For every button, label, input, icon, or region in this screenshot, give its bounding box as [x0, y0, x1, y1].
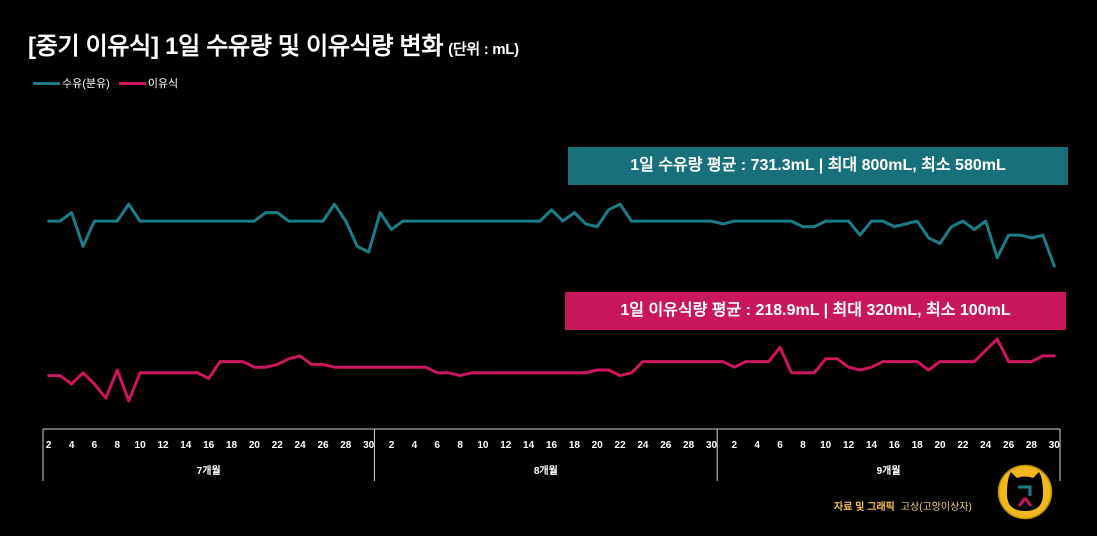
x-tick-label: 14 — [523, 440, 535, 451]
chart-title: [중기 이유식] 1일 수유량 및 이유식량 변화 (단위 : mL) — [28, 26, 519, 61]
x-tick-label: 8 — [800, 440, 806, 451]
x-group-label: 9개월 — [877, 464, 901, 477]
x-tick-label: 12 — [843, 440, 855, 451]
credit-author: 고상(고앙이상자) — [900, 502, 972, 513]
legend-swatch-baby-food — [118, 81, 146, 85]
x-group-label: 8개월 — [534, 464, 558, 477]
logo-cat-face — [1007, 472, 1043, 511]
logo-glyph-pink — [1017, 497, 1033, 507]
x-tick-label: 8 — [115, 440, 121, 451]
x-tick-label: 2 — [732, 440, 738, 451]
x-tick-label: 16 — [203, 440, 215, 451]
x-tick-label: 20 — [934, 440, 946, 451]
x-tick-label: 12 — [500, 440, 512, 451]
x-tick-label: 6 — [777, 440, 783, 451]
x-tick-label: 4 — [754, 440, 760, 451]
x-tick-label: 22 — [615, 440, 627, 451]
x-tick-label: 16 — [889, 440, 901, 451]
baby-food-series-line — [47, 337, 1056, 403]
x-tick-label: 24 — [295, 440, 307, 451]
x-tick-label: 10 — [135, 440, 147, 451]
x-tick-label: 14 — [180, 440, 192, 451]
author-logo-icon — [997, 464, 1053, 520]
formula-summary-box: 1일 수유량 평균 : 731.3mL | 최대 800mL, 최소 580mL — [568, 147, 1068, 185]
legend-item-formula: 수유(분유) — [33, 75, 110, 91]
legend-label-baby-food: 이유식 — [147, 78, 179, 90]
legend-swatch-formula — [33, 81, 60, 85]
x-tick-label: 26 — [660, 440, 672, 451]
x-tick-label: 26 — [1003, 440, 1015, 451]
x-tick-label: 18 — [226, 440, 238, 451]
chart-title-text: [중기 이유식] 1일 수유량 및 이유식량 변화 — [28, 33, 444, 60]
x-tick-label: 30 — [706, 440, 718, 451]
formula-series-line — [47, 202, 1056, 268]
x-tick-labels: 2 4 6 8 10 12 14 16 18 20 22 24 26 28 30 2 4 6 8 10 12 14 16 18… — [46, 440, 1060, 451]
x-tick-label: 14 — [866, 440, 878, 451]
x-tick-label: 20 — [249, 440, 261, 451]
logo-glyph-teal — [1018, 485, 1032, 496]
x-tick-label: 18 — [569, 440, 581, 451]
unit-note: (단위 : mL) — [448, 41, 519, 58]
series-lines — [47, 202, 1056, 403]
x-tick-label: 8 — [457, 440, 463, 451]
baby-food-summary-box: 1일 이유식량 평균 : 218.9mL | 최대 320mL, 최소 100m… — [565, 292, 1066, 330]
x-tick-label: 24 — [637, 440, 649, 451]
x-tick-label: 22 — [957, 440, 969, 451]
x-tick-label: 26 — [317, 440, 329, 451]
x-tick-label: 10 — [820, 440, 832, 451]
x-tick-label: 28 — [1026, 440, 1038, 451]
x-tick-label: 18 — [912, 440, 924, 451]
x-tick-label: 4 — [412, 440, 418, 451]
x-tick-label: 2 — [46, 440, 52, 451]
x-group-separators — [42, 429, 1061, 481]
x-tick-label: 30 — [363, 440, 375, 451]
x-tick-label: 12 — [157, 440, 169, 451]
x-tick-label: 2 — [389, 440, 395, 451]
x-tick-label: 30 — [1049, 440, 1061, 451]
legend: 수유(분유) 이유식 — [33, 75, 187, 91]
x-tick-label: 20 — [592, 440, 604, 451]
x-tick-label: 16 — [546, 440, 558, 451]
x-tick-label: 6 — [434, 440, 440, 451]
credit: 자료 및 그래픽 고상(고앙이상자) — [834, 498, 972, 513]
x-group-label: 7개월 — [197, 464, 221, 477]
x-group-labels: 7개월 8개월 9개월 — [197, 464, 901, 477]
legend-label-formula: 수유(분유) — [62, 78, 110, 90]
x-tick-label: 4 — [69, 440, 75, 451]
x-tick-label: 10 — [477, 440, 489, 451]
x-tick-label: 6 — [92, 440, 98, 451]
legend-item-baby-food: 이유식 — [118, 75, 179, 91]
x-tick-label: 28 — [340, 440, 352, 451]
x-tick-label: 28 — [683, 440, 695, 451]
x-tick-label: 22 — [272, 440, 284, 451]
x-tick-label: 24 — [980, 440, 992, 451]
credit-label: 자료 및 그래픽 — [834, 502, 895, 513]
